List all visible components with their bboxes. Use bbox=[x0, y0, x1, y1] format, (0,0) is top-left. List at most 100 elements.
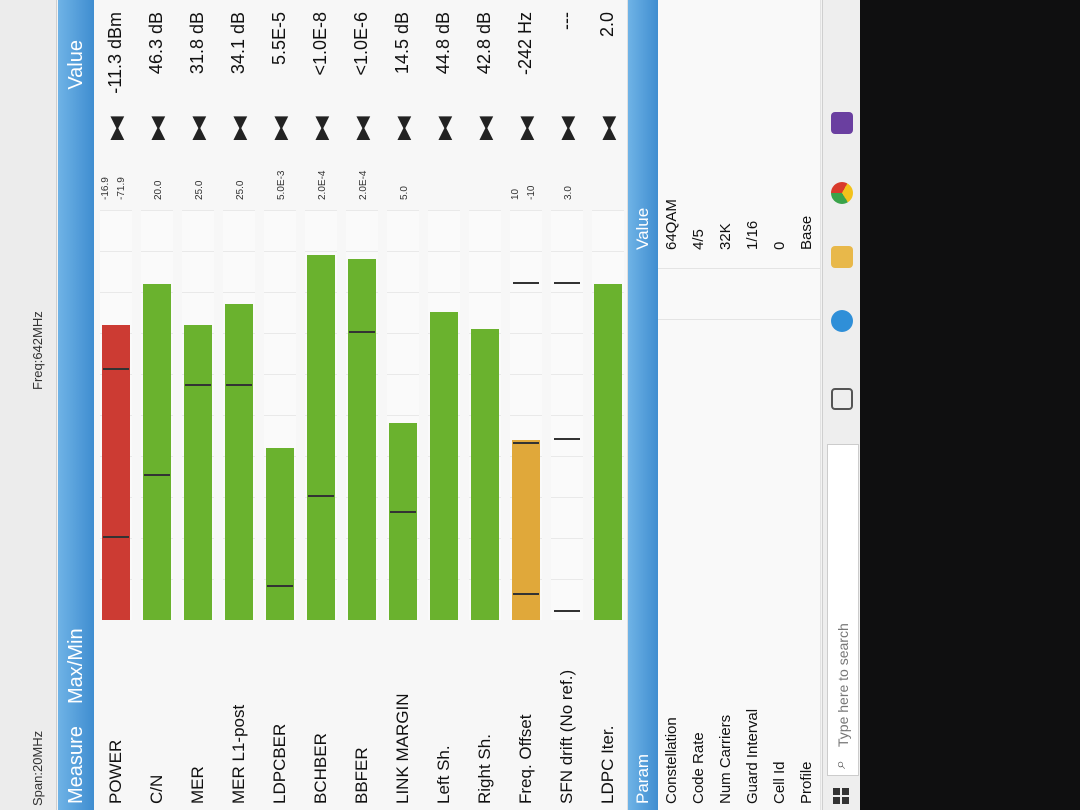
measure-name: C/N bbox=[147, 774, 166, 804]
measure-header: Measure bbox=[58, 710, 94, 810]
measure-name: LDPC Iter. bbox=[598, 725, 617, 804]
level-bar bbox=[594, 284, 622, 620]
param-value: 32K bbox=[717, 223, 734, 250]
level-bar bbox=[266, 448, 294, 620]
param-value: 4/5 bbox=[690, 229, 707, 250]
measure-name: LDPCBER bbox=[270, 723, 289, 804]
threshold-marker bbox=[144, 474, 170, 476]
limit-arrows-icon[interactable]: ▶◀ bbox=[270, 120, 290, 140]
param-value: 1/16 bbox=[744, 220, 761, 250]
param-row: Profile Base bbox=[793, 0, 821, 810]
limit-arrows-icon[interactable]: ▶◀ bbox=[557, 120, 577, 140]
windows-start-icon[interactable] bbox=[833, 788, 849, 804]
analyzer-screen: Span:20MHz Freq:642MHz Measure Max/Min V… bbox=[0, 0, 860, 810]
limit-arrows-icon[interactable]: ▶◀ bbox=[311, 120, 331, 140]
measure-row: POWER -16.9 -71.9 ▶◀ -11.3 dBm bbox=[94, 0, 136, 810]
level-track bbox=[551, 210, 583, 620]
measure-value: -11.3 dBm bbox=[105, 12, 125, 94]
max-limit: 5.0E-3 bbox=[276, 170, 287, 200]
threshold-marker bbox=[513, 593, 539, 595]
search-icon: ⌕ bbox=[832, 760, 849, 769]
param-name: Guard Interval bbox=[744, 708, 761, 804]
limit-arrows-icon[interactable]: ▶◀ bbox=[393, 120, 413, 140]
param-value-header-label: Value bbox=[633, 207, 652, 250]
param-row: Code Rate 4/5 bbox=[685, 0, 713, 810]
measure-name: SFN drift (No ref.) bbox=[557, 669, 576, 804]
limit-arrows-icon[interactable]: ▶◀ bbox=[598, 120, 618, 140]
max-limit: 5.0 bbox=[399, 186, 410, 200]
measure-row: MER 25.0 ▶◀ 31.8 dB bbox=[176, 0, 218, 810]
span-readout: Span:20MHz bbox=[30, 730, 45, 806]
max-limit: 10 bbox=[510, 188, 521, 200]
threshold-marker bbox=[513, 282, 539, 284]
threshold-marker bbox=[513, 442, 539, 444]
measure-row: MER L1-post 25.0 ▶◀ 34.1 dB bbox=[217, 0, 259, 810]
measure-row: Freq. Offset 10 -10 ▶◀ -242 Hz bbox=[504, 0, 546, 810]
param-value: 0 bbox=[771, 241, 788, 250]
threshold-marker bbox=[349, 331, 375, 333]
measure-value: <1.0E-6 bbox=[351, 12, 371, 76]
max-limit: 25.0 bbox=[235, 180, 246, 200]
measure-name: BBFER bbox=[352, 747, 371, 804]
param-name: Cell Id bbox=[771, 761, 788, 804]
measure-name: MER bbox=[188, 766, 207, 804]
level-bar bbox=[348, 259, 376, 620]
limit-arrows-icon[interactable]: ▶◀ bbox=[434, 120, 454, 140]
limit-arrows-icon[interactable]: ▶◀ bbox=[352, 120, 372, 140]
param-grid bbox=[739, 260, 766, 370]
param-name: Code Rate bbox=[690, 732, 707, 804]
app-icon[interactable] bbox=[831, 112, 853, 134]
measure-name: Right Sh. bbox=[475, 734, 494, 804]
maxmin-header: Max/Min bbox=[58, 250, 94, 710]
taskbar-search-input[interactable]: ⌕ Type here to search bbox=[827, 444, 859, 776]
param-grid bbox=[685, 260, 712, 370]
chrome-browser-icon[interactable] bbox=[831, 182, 853, 204]
measure-row: BCHBER 2.0E-4 ▶◀ <1.0E-8 bbox=[299, 0, 341, 810]
value-header-label: Value bbox=[65, 40, 87, 90]
param-name: Profile bbox=[798, 761, 815, 804]
param-value: 64QAM bbox=[663, 199, 680, 250]
threshold-marker bbox=[226, 384, 252, 386]
measure-value: 31.8 dB bbox=[187, 12, 207, 75]
limit-arrows-icon[interactable]: ▶◀ bbox=[475, 120, 495, 140]
param-grid bbox=[658, 260, 685, 370]
measure-name: BCHBER bbox=[311, 733, 330, 804]
threshold-marker bbox=[308, 495, 334, 497]
measure-value: 44.8 dB bbox=[433, 12, 453, 75]
limit-arrows-icon[interactable]: ▶◀ bbox=[106, 120, 126, 140]
task-view-icon[interactable] bbox=[831, 388, 853, 410]
measure-row: C/N 20.0 ▶◀ 46.3 dB bbox=[135, 0, 177, 810]
measure-row: Right Sh. ▶◀ 42.8 dB bbox=[463, 0, 505, 810]
measure-row: BBFER 2.0E-4 ▶◀ <1.0E-6 bbox=[340, 0, 382, 810]
measure-row: SFN drift (No ref.) 3.0 ▶◀ --- bbox=[545, 0, 587, 810]
param-header: Param bbox=[628, 370, 658, 810]
threshold-marker bbox=[103, 368, 129, 370]
param-row: Num Carriers 32K bbox=[712, 0, 740, 810]
level-bar bbox=[184, 325, 212, 620]
param-row: Guard Interval 1/16 bbox=[739, 0, 767, 810]
limit-arrows-icon[interactable]: ▶◀ bbox=[188, 120, 208, 140]
max-limit: 20.0 bbox=[153, 180, 164, 200]
param-grid bbox=[712, 260, 739, 370]
threshold-marker bbox=[554, 282, 580, 284]
measure-value: 5.5E-5 bbox=[269, 12, 289, 66]
threshold-marker bbox=[185, 384, 211, 386]
measure-value: -242 Hz bbox=[515, 12, 535, 76]
param-row: Cell Id 0 bbox=[766, 0, 794, 810]
maxmin-header-label: Max/Min bbox=[65, 628, 87, 704]
measure-value: 42.8 dB bbox=[474, 12, 494, 75]
measure-row: Left Sh. ▶◀ 44.8 dB bbox=[422, 0, 464, 810]
limit-arrows-icon[interactable]: ▶◀ bbox=[516, 120, 536, 140]
measure-value: 14.5 dB bbox=[392, 12, 412, 75]
threshold-marker bbox=[554, 610, 580, 612]
limit-arrows-icon[interactable]: ▶◀ bbox=[147, 120, 167, 140]
file-explorer-icon[interactable] bbox=[831, 246, 853, 268]
edge-browser-icon[interactable] bbox=[831, 310, 853, 332]
measure-value: --- bbox=[556, 12, 576, 30]
param-header-label: Param bbox=[633, 753, 652, 804]
threshold-marker bbox=[267, 585, 293, 587]
measure-value: 34.1 dB bbox=[228, 12, 248, 75]
level-bar bbox=[430, 312, 458, 620]
limit-arrows-icon[interactable]: ▶◀ bbox=[229, 120, 249, 140]
param-name: Num Carriers bbox=[717, 714, 734, 804]
